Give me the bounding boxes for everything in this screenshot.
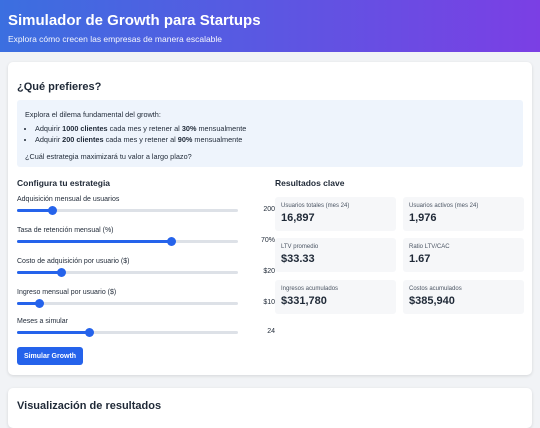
result-card: Costos acumulados $385,940 [403, 280, 524, 314]
info-box: Explora el dilema fundamental del growth… [17, 100, 523, 167]
slider-fill [17, 271, 62, 274]
slider-fill [17, 209, 53, 212]
result-value: $331,780 [281, 295, 327, 307]
slider-track[interactable] [17, 328, 238, 337]
slider-value: $20 [263, 268, 275, 275]
config-title: Configura tu estrategia [17, 178, 111, 188]
info-intro: Explora el dilema fundamental del growth… [25, 110, 161, 119]
bullet-list: Adquirir 1000 clientes cada mes y retene… [25, 124, 515, 144]
result-card: Ingresos acumulados $331,780 [275, 280, 396, 314]
slider: Ingreso mensual por usuario ($) $10 [17, 289, 275, 319]
header-subtitle: Explora cómo crecen las empresas de mane… [8, 34, 223, 44]
results-title: Resultados clave [275, 178, 345, 188]
result-value: 1,976 [409, 212, 437, 224]
slider: Costo de adquisición por usuario ($) $20 [17, 258, 275, 288]
slider-thumb[interactable] [47, 206, 57, 215]
slider-thumb[interactable] [56, 268, 66, 277]
result-card: Usuarios activos (mes 24) 1,976 [403, 197, 524, 231]
slider-track[interactable] [17, 299, 238, 308]
slider-thumb[interactable] [34, 299, 44, 308]
bullet-text: Adquirir [35, 124, 63, 133]
result-label: LTV promedio [281, 244, 319, 250]
result-label: Ingresos acumulados [281, 286, 339, 292]
slider-track[interactable] [17, 206, 238, 215]
simulate-button[interactable]: Simular Growth [17, 347, 83, 365]
result-label: Usuarios totales (mes 24) [281, 203, 350, 209]
slider-label: Adquisición mensual de usuarios [17, 196, 120, 203]
result-value: 16,897 [281, 212, 315, 224]
bullet-text: Adquirir [35, 135, 63, 144]
slider-value: $10 [263, 299, 275, 306]
slider-label: Ingreso mensual por usuario ($) [17, 289, 117, 296]
bullet-text: cada mes y retener al [103, 135, 178, 144]
slider: Adquisición mensual de usuarios 200 [17, 196, 275, 226]
result-card: Usuarios totales (mes 24) 16,897 [275, 197, 396, 231]
bullet-text: cada mes y retener al [107, 124, 182, 133]
result-value: $385,940 [409, 295, 455, 307]
result-card: LTV promedio $33.33 [275, 238, 396, 272]
slider: Tasa de retención mensual (%) 70% [17, 227, 275, 257]
result-value: 1.67 [409, 253, 431, 265]
info-question: ¿Cuál estrategia maximizará tu valor a l… [25, 152, 192, 161]
main-card: ¿Qué prefieres? Explora el dilema fundam… [8, 62, 532, 375]
bullet-text: mensualmente [192, 135, 243, 144]
page: Simulador de Growth para Startups Explor… [0, 0, 540, 405]
slider-thumb[interactable] [85, 328, 95, 337]
result-label: Ratio LTV/CAC [409, 244, 450, 250]
slider-track[interactable] [17, 268, 238, 277]
bullet-text: mensualmente [196, 124, 247, 133]
bullet-text: 1000 clientes [62, 124, 108, 133]
bullet-text: 30% [181, 124, 197, 133]
result-label: Usuarios activos (mes 24) [409, 203, 479, 209]
viz-card: Visualización de resultados [8, 388, 532, 428]
slider-value: 24 [267, 328, 275, 335]
slider-value: 70% [260, 237, 275, 244]
header-title: Simulador de Growth para Startups [8, 12, 261, 29]
slider-label: Costo de adquisición por usuario ($) [17, 258, 130, 265]
slider-fill [17, 331, 90, 334]
header: Simulador de Growth para Startups Explor… [0, 0, 540, 52]
bullet: Adquirir 1000 clientes cada mes y retene… [35, 124, 515, 133]
viz-title: Visualización de resultados [17, 400, 162, 412]
bullet-text: 200 clientes [62, 135, 104, 144]
slider-thumb[interactable] [167, 237, 177, 246]
slider-label: Meses a simular [17, 318, 68, 325]
card-title: ¿Qué prefieres? [17, 81, 102, 93]
bullet: Adquirir 200 clientes cada mes y retener… [35, 135, 515, 144]
slider-track[interactable] [17, 237, 238, 246]
bullet-text: 90% [177, 135, 193, 144]
slider: Meses a simular 24 [17, 318, 275, 348]
result-value: $33.33 [281, 253, 315, 265]
slider-value: 200 [263, 206, 275, 213]
slider-label: Tasa de retención mensual (%) [17, 227, 114, 234]
result-card: Ratio LTV/CAC 1.67 [403, 238, 524, 272]
slider-fill [17, 240, 172, 243]
slider-fill [17, 302, 40, 305]
result-label: Costos acumulados [409, 286, 462, 292]
